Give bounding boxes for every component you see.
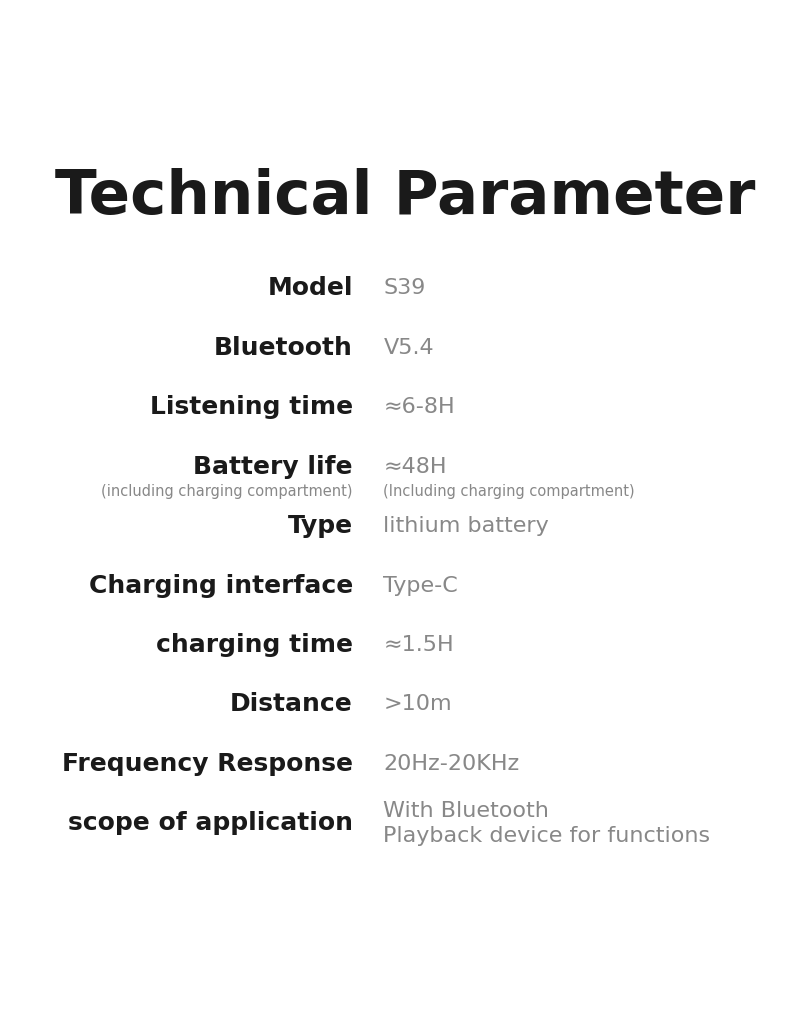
Text: lithium battery: lithium battery xyxy=(383,516,549,536)
Text: Listening time: Listening time xyxy=(150,395,353,419)
Text: Type: Type xyxy=(288,515,353,538)
Text: Technical Parameter: Technical Parameter xyxy=(55,168,755,227)
Text: scope of application: scope of application xyxy=(68,811,353,836)
Text: Model: Model xyxy=(267,276,353,300)
Text: >10m: >10m xyxy=(383,695,452,714)
Text: Battery life: Battery life xyxy=(194,454,353,479)
Text: Distance: Distance xyxy=(230,693,353,716)
Text: ≈1.5H: ≈1.5H xyxy=(383,635,454,655)
Text: (Including charging compartment): (Including charging compartment) xyxy=(383,484,635,499)
Text: Type-C: Type-C xyxy=(383,576,458,595)
Text: V5.4: V5.4 xyxy=(383,338,434,358)
Text: Charging interface: Charging interface xyxy=(88,574,353,597)
Text: Frequency Response: Frequency Response xyxy=(62,752,353,776)
Text: With Bluetooth
Playback device for functions: With Bluetooth Playback device for funct… xyxy=(383,801,710,846)
Text: charging time: charging time xyxy=(156,633,353,657)
Text: Bluetooth: Bluetooth xyxy=(214,336,353,360)
Text: 20Hz-20KHz: 20Hz-20KHz xyxy=(383,754,520,774)
Text: ≈48H: ≈48H xyxy=(383,456,447,477)
Text: ≈6-8H: ≈6-8H xyxy=(383,397,455,417)
Text: S39: S39 xyxy=(383,278,426,298)
Text: (including charging compartment): (including charging compartment) xyxy=(101,484,353,499)
